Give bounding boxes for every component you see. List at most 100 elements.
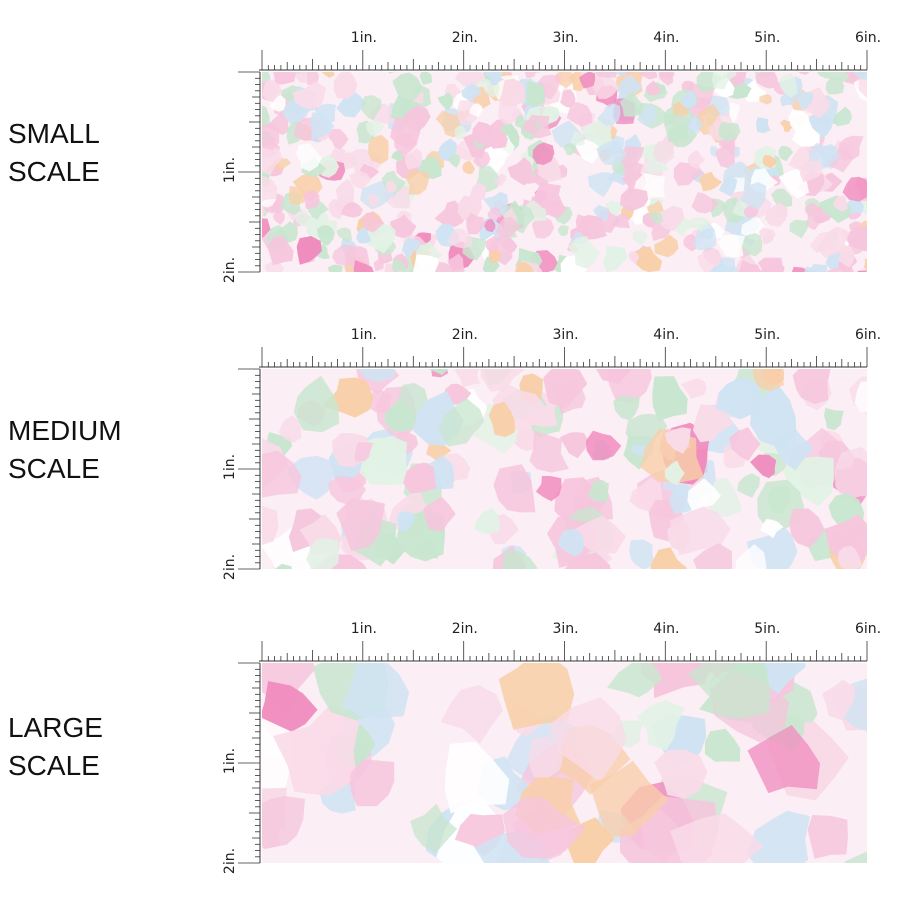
paint-blob [863,258,867,271]
paint-blob [292,81,326,109]
top-ruler-label: 1in. [351,621,377,637]
paint-blob [605,200,623,217]
pattern-blobs [262,55,885,289]
paint-blob [548,697,627,783]
paint-blob [735,544,767,569]
paint-blob [559,432,590,459]
paint-blob [533,181,564,209]
paint-blob [620,146,644,170]
paint-blob [336,227,353,243]
paint-blob [435,261,456,272]
paint-blob [838,135,864,160]
paint-blob [688,217,711,232]
paint-blob [262,122,280,150]
paint-blob [413,254,440,272]
paint-blob [262,450,302,498]
paint-blob [771,188,793,208]
paint-blob [764,202,788,227]
paint-blob [526,80,546,107]
paint-blob [262,144,283,176]
paint-blob [683,233,697,252]
paint-blob [507,157,533,186]
paint-blob [854,381,867,413]
paint-blob [262,117,264,126]
paint-blob [326,128,349,150]
paint-blob [792,369,831,405]
paint-blob [423,496,456,532]
paint-blob [718,175,738,197]
paint-blob [531,216,555,239]
top-ruler-label: 6in. [855,30,881,46]
paint-blob [680,89,697,108]
paint-blob [404,148,423,170]
top-ruler-label: 3in. [553,30,579,46]
paint-blob [262,79,283,103]
paint-blob [403,462,437,494]
paint-blob [428,369,449,375]
paint-blob [413,538,438,559]
paint-blob [333,72,358,99]
paint-blob [687,663,771,719]
paint-blob [613,396,640,421]
paint-blob [762,230,774,245]
paint-blob [484,72,503,80]
paint-blob [502,797,587,859]
small-scale-panel: 1in. 2in. 3in. 4in. 5in. 6in. 1in. 2in. [0,0,900,290]
paint-blob [638,72,658,80]
paint-blob [590,74,620,99]
paint-blob [444,741,510,814]
paint-blob [688,149,706,170]
paint-blob [752,369,785,392]
paint-blob [410,803,458,854]
paint-blob [397,511,415,533]
paint-blob [557,529,584,557]
paint-blob [493,464,536,513]
paint-blob [316,225,335,246]
paint-blob [340,202,363,218]
small-scale-swatch: 1in. 2in. 3in. 4in. 5in. 6in. 1in. 2in. [222,30,885,289]
paint-blob [263,195,285,214]
paint-blob [385,180,398,194]
paint-blob [366,193,380,208]
paint-blob [664,460,685,486]
paint-blob [446,228,473,249]
paint-blob [579,72,596,89]
paint-blob [416,55,431,71]
top-ruler-label: 4in. [653,327,679,343]
paint-blob [361,212,385,233]
medium-scale-label-line2: SCALE [8,453,100,484]
paint-blob [373,257,384,272]
top-ruler-label: 4in. [653,30,679,46]
paint-blob [264,261,284,272]
paint-blob [637,700,685,751]
paint-blob [586,272,600,289]
top-ruler-label: 3in. [553,621,579,637]
paint-blob [563,143,578,156]
paint-blob [653,140,674,165]
paint-blob [804,202,820,217]
medium-scale-label-line1: MEDIUM [8,415,122,446]
paint-blob [772,265,785,272]
paint-blob [514,427,538,451]
paint-blob [296,236,322,265]
paint-blob [419,72,433,85]
paint-blob [332,244,357,266]
paint-blob [632,230,648,246]
paint-blob [272,704,360,796]
paint-blob [294,209,310,227]
paint-blob [306,538,339,569]
paint-blob [867,133,885,153]
paint-blob [844,851,867,863]
large-scale-label: LARGE SCALE [8,709,103,785]
paint-blob [523,119,538,135]
paint-blob [394,132,418,156]
paint-blob [637,103,658,126]
paint-blob [391,218,408,232]
paint-blob [532,142,555,165]
paint-blob [335,178,354,207]
paint-blob [760,518,784,539]
top-ruler-label: 3in. [553,327,579,343]
paint-blob [288,186,306,205]
paint-blob [594,72,617,78]
top-ruler-label: 1in. [351,30,377,46]
